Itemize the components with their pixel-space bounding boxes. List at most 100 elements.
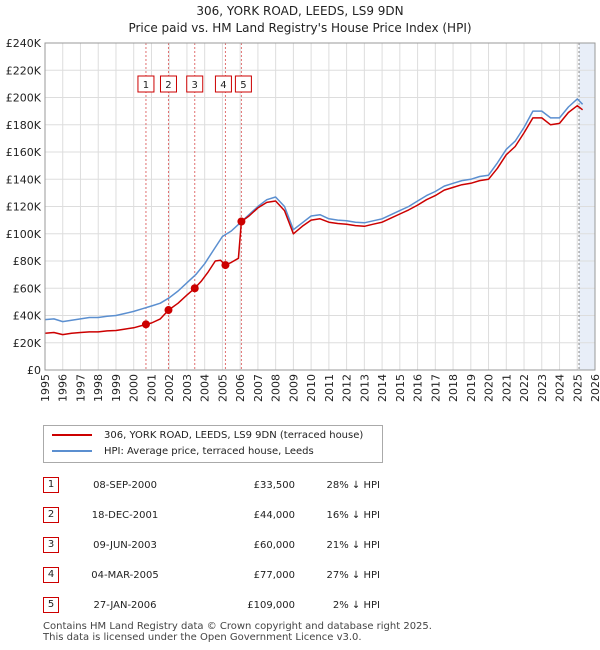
x-tick-label: 2019 bbox=[465, 374, 478, 402]
x-tick-label: 2016 bbox=[412, 374, 425, 402]
y-tick-label: £140K bbox=[6, 173, 42, 186]
sale-date: 09-JUN-2003 bbox=[93, 539, 157, 551]
plot-frame bbox=[44, 42, 596, 371]
sale-number-label: 4 bbox=[220, 80, 226, 91]
sale-price: £44,000 bbox=[253, 509, 295, 521]
x-tick-label: 2023 bbox=[536, 374, 549, 402]
x-tick-label: 2018 bbox=[447, 374, 460, 402]
chart-subtitle: Price paid vs. HM Land Registry's House … bbox=[128, 21, 472, 35]
x-tick-label: 2003 bbox=[181, 374, 194, 402]
y-tick-label: £120K bbox=[6, 201, 42, 214]
hpi-series-line bbox=[44, 98, 584, 323]
x-tick-label: 2020 bbox=[483, 374, 496, 402]
x-tick-label: 2002 bbox=[163, 374, 176, 402]
y-tick-label: £160K bbox=[6, 146, 42, 159]
x-tick-label: 2011 bbox=[323, 374, 336, 402]
sale-date: 04-MAR-2005 bbox=[91, 569, 159, 581]
sale-hpi-diff: 2% ↓ HPI bbox=[332, 599, 380, 611]
sale-badge: 1 bbox=[43, 477, 59, 493]
sales-table: 1 08-SEP-2000 £33,500 28% ↓ HPI 2 18-DEC… bbox=[43, 470, 380, 620]
x-tick-label: 2012 bbox=[341, 374, 354, 402]
x-tick-label: 2004 bbox=[199, 374, 212, 402]
x-tick-label: 2001 bbox=[145, 374, 158, 402]
x-tick-label: 2014 bbox=[376, 374, 389, 402]
x-tick-label: 2015 bbox=[394, 374, 407, 402]
footer-copyright: Contains HM Land Registry data © Crown c… bbox=[43, 621, 432, 632]
sale-date: 18-DEC-2001 bbox=[91, 509, 159, 521]
x-tick-label: 2024 bbox=[554, 374, 567, 402]
sale-badge: 2 bbox=[43, 507, 59, 523]
chart-title: 306, YORK ROAD, LEEDS, LS9 9DN bbox=[196, 4, 404, 18]
y-tick-label: £220K bbox=[6, 64, 42, 77]
legend-price-swatch bbox=[52, 434, 92, 436]
x-tick-label: 2026 bbox=[589, 374, 600, 402]
sale-number-box bbox=[137, 75, 155, 93]
sale-price: £33,500 bbox=[253, 479, 295, 491]
sale-point bbox=[221, 261, 230, 270]
sale-badge: 3 bbox=[43, 537, 59, 553]
sale-date: 27-JAN-2006 bbox=[93, 599, 157, 611]
table-row: 3 09-JUN-2003 £60,000 21% ↓ HPI bbox=[43, 530, 380, 560]
y-tick-label: £180K bbox=[6, 119, 42, 132]
y-tick-label: £240K bbox=[6, 37, 42, 50]
x-tick-label: 1996 bbox=[57, 374, 70, 402]
sale-number-box bbox=[159, 75, 177, 93]
x-tick-label: 1997 bbox=[74, 374, 87, 402]
sale-hpi-diff: 28% ↓ HPI bbox=[326, 479, 380, 491]
x-tick-label: 2021 bbox=[500, 374, 513, 402]
sale-hpi-diff: 16% ↓ HPI bbox=[326, 509, 380, 521]
sale-price: £60,000 bbox=[253, 539, 295, 551]
table-row: 1 08-SEP-2000 £33,500 28% ↓ HPI bbox=[43, 470, 380, 500]
legend: 306, YORK ROAD, LEEDS, LS9 9DN (terraced… bbox=[43, 425, 383, 463]
table-row: 2 18-DEC-2001 £44,000 16% ↓ HPI bbox=[43, 500, 380, 530]
sale-number-box bbox=[214, 75, 232, 93]
legend-hpi-label: HPI: Average price, terraced house, Leed… bbox=[104, 446, 314, 457]
y-tick-label: £200K bbox=[6, 92, 42, 105]
price-series-line bbox=[44, 104, 584, 336]
x-tick-label: 1999 bbox=[110, 374, 123, 402]
sale-number-label: 5 bbox=[240, 80, 246, 91]
sale-badge: 4 bbox=[43, 567, 59, 583]
footer-licence: This data is licensed under the Open Gov… bbox=[43, 632, 362, 643]
x-tick-label: 2022 bbox=[518, 374, 531, 402]
sale-badge: 5 bbox=[43, 597, 59, 613]
sale-number-box bbox=[234, 75, 252, 93]
legend-price-label: 306, YORK ROAD, LEEDS, LS9 9DN (terraced… bbox=[104, 430, 364, 441]
table-row: 4 04-MAR-2005 £77,000 27% ↓ HPI bbox=[43, 560, 380, 590]
table-row: 5 27-JAN-2006 £109,000 2% ↓ HPI bbox=[43, 590, 380, 620]
sale-price: £109,000 bbox=[247, 599, 295, 611]
x-tick-label: 2006 bbox=[234, 374, 247, 402]
sale-point bbox=[190, 284, 199, 293]
x-tick-label: 2005 bbox=[216, 374, 229, 402]
x-tick-label: 2000 bbox=[128, 374, 141, 402]
sale-point bbox=[237, 217, 246, 226]
price-chart: £0 £20K £40K £60K £80K £100K £120K £140K £160K £1… bbox=[6, 37, 600, 402]
x-tick-label: 2007 bbox=[252, 374, 265, 402]
y-tick-label: £80K bbox=[13, 255, 42, 268]
x-tick-label: 2009 bbox=[287, 374, 300, 402]
sale-number-label: 1 bbox=[143, 80, 149, 91]
x-tick-label: 2017 bbox=[429, 374, 442, 402]
y-tick-label: £100K bbox=[6, 228, 42, 241]
x-tick-label: 1995 bbox=[39, 374, 52, 402]
legend-item-hpi: HPI: Average price, terraced house, Leed… bbox=[52, 445, 314, 459]
sale-number-label: 3 bbox=[192, 80, 198, 91]
sale-date: 08-SEP-2000 bbox=[93, 479, 157, 491]
legend-item-price: 306, YORK ROAD, LEEDS, LS9 9DN (terraced… bbox=[52, 429, 363, 443]
sale-point bbox=[164, 306, 173, 315]
y-tick-label: £60K bbox=[13, 282, 42, 295]
sale-number-box bbox=[186, 75, 204, 93]
x-tick-label: 2008 bbox=[270, 374, 283, 402]
sale-price: £77,000 bbox=[253, 569, 295, 581]
sale-number-label: 2 bbox=[165, 80, 171, 91]
x-tick-label: 2010 bbox=[305, 374, 318, 402]
sale-hpi-diff: 27% ↓ HPI bbox=[326, 569, 380, 581]
x-tick-label: 1998 bbox=[92, 374, 105, 402]
y-tick-label: £40K bbox=[13, 310, 42, 323]
y-tick-label: £20K bbox=[13, 337, 42, 350]
sale-point bbox=[141, 320, 150, 329]
sale-hpi-diff: 21% ↓ HPI bbox=[326, 539, 380, 551]
x-tick-label: 2025 bbox=[571, 374, 584, 402]
x-tick-label: 2013 bbox=[358, 374, 371, 402]
y-tick-label: £0 bbox=[27, 364, 41, 377]
